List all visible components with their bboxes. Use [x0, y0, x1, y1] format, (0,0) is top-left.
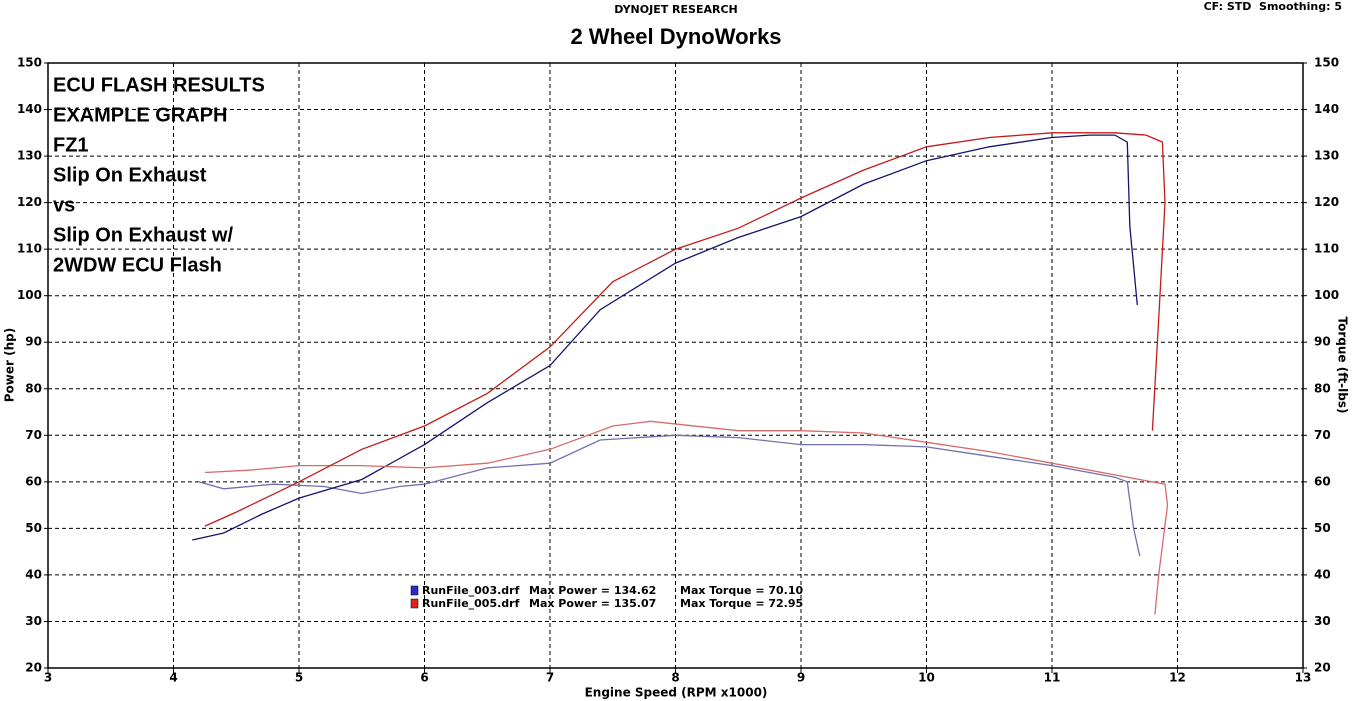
x-tick-label: 9 [797, 671, 805, 685]
settings-label: CF: STD Smoothing: 5 [1204, 0, 1342, 13]
annotation: vs [53, 194, 75, 216]
x-tick-label: 10 [918, 671, 935, 685]
legend-max-torque: Max Torque = 70.10 [680, 584, 804, 597]
x-tick-label: 6 [420, 671, 428, 685]
legend-max-power: Max Power = 135.07 [529, 597, 656, 610]
header: DYNOJET RESEARCH [614, 3, 737, 16]
y2-tick-label: 100 [1314, 288, 1339, 302]
y2-tick-label: 130 [1314, 149, 1339, 163]
y2-tick-label: 60 [1314, 474, 1331, 488]
y2-tick-label: 30 [1314, 614, 1331, 628]
x-tick-label: 7 [546, 671, 554, 685]
y-tick-label: 50 [25, 521, 42, 535]
annotation: FZ1 [53, 134, 89, 156]
y-tick-label: 150 [17, 56, 42, 70]
x-tick-label: 13 [1295, 671, 1312, 685]
y2-tick-label: 150 [1314, 56, 1339, 70]
y-tick-label: 130 [17, 149, 42, 163]
power-line [204, 132, 1166, 527]
legend-max-power: Max Power = 134.62 [529, 584, 656, 597]
y2-tick-label: 70 [1314, 428, 1331, 442]
legend-name: RunFile_005.drf [422, 597, 520, 610]
annotation: Slip On Exhaust w/ [53, 224, 233, 246]
y2-tick-label: 40 [1314, 567, 1331, 581]
x-tick-label: 8 [671, 671, 679, 685]
legend-swatch [410, 585, 419, 596]
y-tick-label: 90 [25, 335, 42, 349]
power-line [192, 134, 1138, 541]
torque-line [204, 420, 1169, 615]
x-tick-label: 3 [44, 671, 52, 685]
torque-line [198, 434, 1141, 557]
y-tick-label: 80 [25, 381, 42, 395]
chart-title: 2 Wheel DynoWorks [570, 24, 781, 49]
y-tick-label: 140 [17, 102, 42, 116]
y-tick-label: 60 [25, 474, 42, 488]
y2-tick-label: 20 [1314, 661, 1331, 675]
x-tick-label: 12 [1169, 671, 1186, 685]
x-axis-label: Engine Speed (RPM x1000) [585, 686, 768, 700]
y-tick-label: 120 [17, 195, 42, 209]
y2-tick-label: 110 [1314, 242, 1339, 256]
annotation: EXAMPLE GRAPH [53, 104, 227, 126]
legend-swatch [410, 598, 419, 609]
y-tick-label: 70 [25, 428, 42, 442]
x-tick-label: 4 [169, 671, 177, 685]
annotation: 2WDW ECU Flash [53, 254, 222, 276]
y2-tick-label: 80 [1314, 381, 1331, 395]
annotation: Slip On Exhaust [53, 164, 207, 186]
y-tick-label: 20 [25, 661, 42, 675]
y2-tick-label: 140 [1314, 102, 1339, 116]
legend-name: RunFile_003.drf [422, 584, 520, 597]
x-tick-label: 5 [295, 671, 303, 685]
x-tick-label: 11 [1044, 671, 1061, 685]
annotation: ECU FLASH RESULTS [53, 74, 265, 96]
y2-tick-label: 120 [1314, 195, 1339, 209]
y2-tick-label: 90 [1314, 335, 1331, 349]
y-tick-label: 30 [25, 614, 42, 628]
y-axis-label: Power (hp) [3, 328, 17, 402]
legend-max-torque: Max Torque = 72.95 [680, 597, 803, 610]
y-tick-label: 110 [17, 242, 42, 256]
y-tick-label: 100 [17, 288, 42, 302]
y-tick-label: 40 [25, 567, 42, 581]
y2-tick-label: 50 [1314, 521, 1331, 535]
y2-axis-label: Torque (ft-lbs) [1336, 317, 1350, 414]
